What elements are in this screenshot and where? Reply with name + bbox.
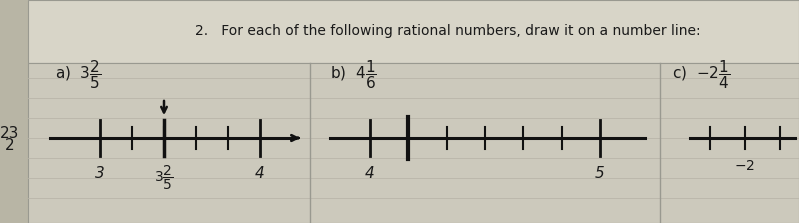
Bar (28, 0, 799, 63)
Text: $-2$: $-2$ (734, 159, 756, 173)
Text: 4: 4 (365, 166, 375, 181)
Text: c)  $-2\dfrac{1}{4}$: c) $-2\dfrac{1}{4}$ (672, 59, 730, 91)
Text: 23: 23 (0, 126, 20, 140)
Text: 5: 5 (595, 166, 605, 181)
Bar (0, 0, 28, 223)
Text: 2.   For each of the following rational numbers, draw it on a number line:: 2. For each of the following rational nu… (195, 24, 701, 38)
Text: a)  $3\dfrac{2}{5}$: a) $3\dfrac{2}{5}$ (55, 59, 101, 91)
Text: b)  $4\dfrac{1}{6}$: b) $4\dfrac{1}{6}$ (330, 59, 377, 91)
Text: 2: 2 (5, 138, 15, 153)
Text: 3: 3 (95, 166, 105, 181)
Text: 4: 4 (255, 166, 265, 181)
Text: $3\dfrac{2}{5}$: $3\dfrac{2}{5}$ (154, 164, 174, 192)
Bar (28, 63, 799, 223)
